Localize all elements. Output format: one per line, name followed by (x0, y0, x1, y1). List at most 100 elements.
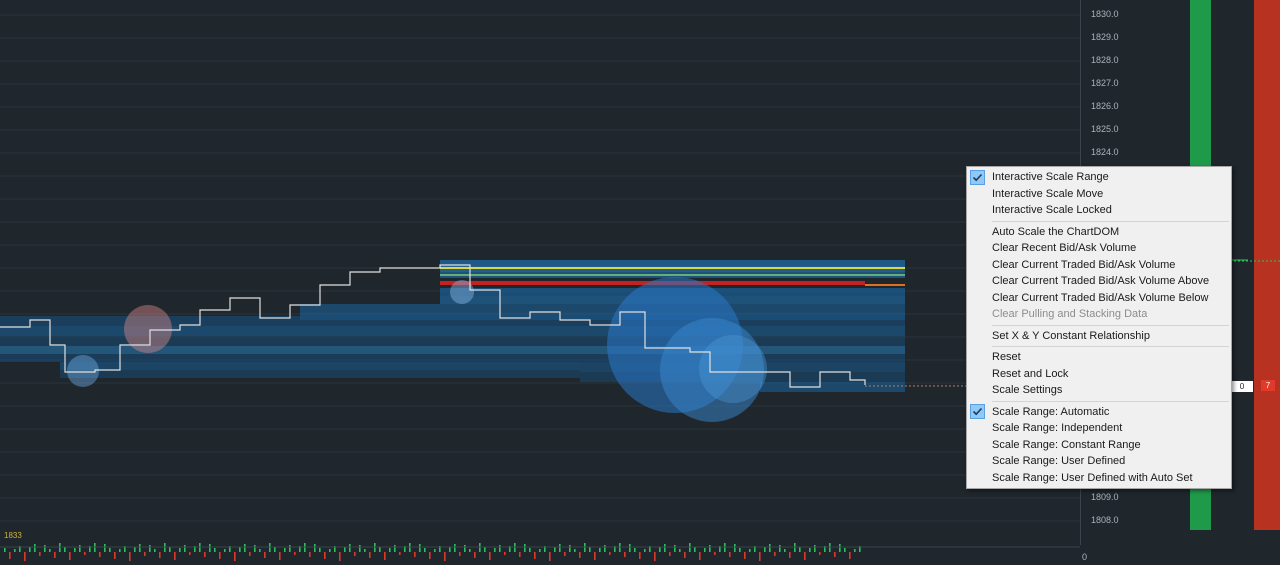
volume-bar (344, 547, 346, 552)
volume-bar (489, 552, 491, 560)
volume-bar (589, 547, 591, 552)
volume-bar (329, 549, 331, 552)
volume-bar (249, 552, 251, 556)
volume-bar (4, 548, 6, 552)
price-chart[interactable] (0, 0, 1080, 565)
volume-bar (699, 552, 701, 560)
menu-item-reset-and-lock[interactable]: Reset and Lock (967, 366, 1231, 383)
volume-bar (9, 552, 11, 559)
volume-bar (239, 547, 241, 552)
volume-bar (289, 545, 291, 552)
menu-item-clear-current-traded-below[interactable]: Clear Current Traded Bid/Ask Volume Belo… (967, 290, 1231, 307)
menu-item-label: Scale Range: User Defined (992, 455, 1126, 467)
menu-item-clear-pulling-stacking[interactable]: Clear Pulling and Stacking Data (967, 306, 1231, 323)
profile-band (0, 346, 905, 354)
price-tick: 1826.0 (1091, 101, 1119, 111)
volume-bar (254, 545, 256, 552)
volume-bar (604, 545, 606, 552)
volume-bar (39, 552, 41, 556)
volume-bar (704, 548, 706, 552)
volume-bar (89, 546, 91, 552)
menu-item-interactive-scale-locked[interactable]: Interactive Scale Locked (967, 202, 1231, 219)
volume-bar (819, 552, 821, 555)
volume-bar (54, 552, 56, 558)
volume-bar (49, 549, 51, 552)
menu-item-label: Interactive Scale Locked (992, 204, 1112, 216)
volume-bar (264, 552, 266, 558)
volume-bar (424, 548, 426, 552)
ask-volume-bar (1254, 0, 1280, 530)
volume-bar (644, 549, 646, 552)
menu-item-clear-current-traded[interactable]: Clear Current Traded Bid/Ask Volume (967, 257, 1231, 274)
menu-separator (992, 400, 1229, 402)
price-tick: 1828.0 (1091, 55, 1119, 65)
menu-item-clear-recent-bid-ask[interactable]: Clear Recent Bid/Ask Volume (967, 240, 1231, 257)
volume-bar (664, 544, 666, 552)
volume-bar (574, 549, 576, 552)
volume-bar (494, 548, 496, 552)
volume-bar (394, 545, 396, 552)
volume-bar (464, 545, 466, 552)
volume-bar (809, 548, 811, 552)
menu-item-scale-range-user-defined[interactable]: Scale Range: User Defined (967, 453, 1231, 470)
price-line (0, 264, 866, 388)
menu-item-auto-scale-chartdom[interactable]: Auto Scale the ChartDOM (967, 224, 1231, 241)
volume-bar (234, 552, 236, 561)
profile-band (300, 304, 905, 312)
volume-bar (844, 548, 846, 552)
menu-item-interactive-scale-range[interactable]: Interactive Scale Range (967, 169, 1231, 186)
volume-bar (859, 546, 861, 552)
volume-bar (709, 545, 711, 552)
volume-bar (109, 548, 111, 552)
trade-bubble (450, 280, 474, 304)
volume-bar (554, 547, 556, 552)
menu-item-scale-range-independent[interactable]: Scale Range: Independent (967, 420, 1231, 437)
volume-bar (669, 552, 671, 556)
menu-item-interactive-scale-move[interactable]: Interactive Scale Move (967, 186, 1231, 203)
volume-bar (189, 552, 191, 555)
volume-bar (474, 552, 476, 558)
volume-bar (74, 548, 76, 552)
volume-bar (529, 548, 531, 552)
volume-bar (414, 552, 416, 557)
check-icon (970, 404, 985, 419)
volume-bar (104, 544, 106, 552)
trade-bubble (67, 355, 99, 387)
menu-item-set-xy-constant[interactable]: Set X & Y Constant Relationship (967, 328, 1231, 345)
volume-bar (149, 545, 151, 552)
ask-size-tag: 7 (1261, 380, 1275, 391)
volume-bar (389, 548, 391, 552)
menu-item-scale-settings[interactable]: Scale Settings (967, 382, 1231, 399)
volume-bar (759, 552, 761, 561)
menu-item-scale-range-automatic[interactable]: Scale Range: Automatic (967, 404, 1231, 421)
volume-bar (729, 552, 731, 557)
volume-bar (324, 552, 326, 559)
volume-bar (159, 552, 161, 558)
menu-item-reset[interactable]: Reset (967, 349, 1231, 366)
lower-panel-value: 1833 (4, 531, 22, 540)
volume-bar (579, 552, 581, 558)
volume-bar (734, 544, 736, 552)
volume-bar (79, 545, 81, 552)
volume-bar (219, 552, 221, 559)
volume-bar (559, 544, 561, 552)
menu-item-label: Scale Range: Independent (992, 422, 1123, 434)
volume-bar (69, 552, 71, 560)
volume-bar (814, 545, 816, 552)
menu-item-scale-range-user-defined-auto[interactable]: Scale Range: User Defined with Auto Set (967, 470, 1231, 487)
menu-item-scale-range-constant[interactable]: Scale Range: Constant Range (967, 437, 1231, 454)
profile-band (760, 382, 905, 392)
scale-context-menu[interactable]: Interactive Scale Range Interactive Scal… (966, 166, 1232, 489)
menu-item-clear-current-traded-above[interactable]: Clear Current Traded Bid/Ask Volume Abov… (967, 273, 1231, 290)
volume-bar (839, 544, 841, 552)
volume-bar (459, 552, 461, 556)
volume-bar (349, 544, 351, 552)
menu-item-label: Interactive Scale Range (992, 171, 1109, 183)
menu-item-label: Scale Range: Constant Range (992, 438, 1141, 451)
volume-bar (64, 547, 66, 552)
volume-bar (499, 545, 501, 552)
volume-bar (769, 544, 771, 552)
volume-bar (629, 544, 631, 552)
profile-band (0, 354, 905, 362)
volume-bar (364, 549, 366, 552)
